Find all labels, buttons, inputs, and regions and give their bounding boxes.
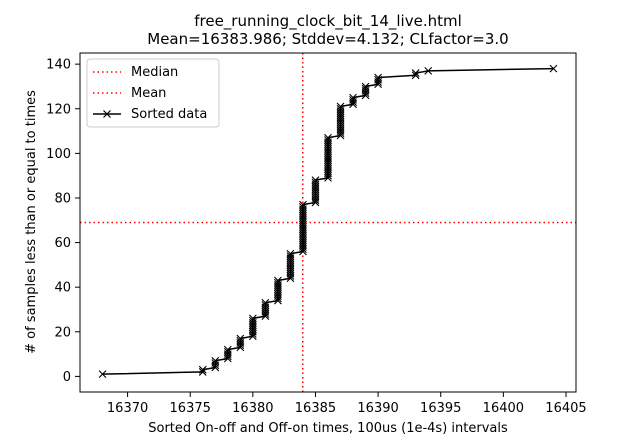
data-point [424, 66, 433, 75]
data-point [549, 64, 558, 73]
data-point [261, 298, 270, 307]
x-tick-label: 16400 [483, 401, 524, 416]
x-tick-label: 16380 [232, 401, 273, 416]
data-point [411, 69, 420, 77]
data-point [236, 336, 245, 345]
data-point [223, 347, 232, 356]
y-axis: 0 20 40 60 80 100 120 140 [46, 58, 80, 385]
data-point [236, 334, 245, 343]
data-point [198, 365, 207, 374]
x-tick-label: 16405 [545, 401, 586, 416]
data-point [299, 200, 307, 209]
y-tick-label: 40 [54, 281, 71, 296]
data-point [349, 95, 357, 104]
data-point [211, 356, 220, 365]
plot-frame [79, 52, 577, 393]
legend-mean-label: Mean [131, 86, 166, 101]
data-point [261, 301, 270, 309]
x-tick-label: 16395 [420, 401, 461, 416]
data-point [211, 359, 220, 367]
data-point [274, 278, 282, 287]
data-point [286, 252, 295, 260]
series-layer [98, 64, 558, 379]
y-tick-label: 80 [54, 191, 71, 206]
data-point [98, 370, 107, 379]
legend-sorted-data-marker [103, 110, 111, 118]
reference-lines [80, 53, 576, 392]
x-axis: 16370 16375 16380 16385 16390 16395 16400 16405 [107, 392, 587, 416]
y-tick-label: 100 [46, 147, 71, 162]
y-tick-label: 0 [63, 370, 71, 385]
data-point [223, 345, 232, 354]
chart-title: free_running_clock_bit_14_live.html [194, 12, 462, 31]
x-tick-label: 16390 [357, 401, 398, 416]
y-tick-label: 140 [46, 58, 71, 73]
x-tick-label: 16385 [295, 401, 336, 416]
y-tick-label: 60 [54, 236, 71, 251]
data-point [374, 75, 382, 84]
legend-median-label: Median [131, 65, 178, 80]
data-point [311, 178, 320, 187]
data-point [274, 276, 282, 285]
legend-box [86, 58, 220, 128]
chart-subtitle: Mean=16383.986; Stddev=4.132; CLfactor=3… [147, 30, 508, 48]
data-point [248, 316, 257, 325]
legend-sorted-data-label: Sorted data [131, 107, 207, 122]
y-axis-label: # of samples less than or equal to times [24, 90, 39, 354]
legend: Median Mean Sorted data [86, 58, 220, 128]
x-tick-label: 16375 [170, 401, 211, 416]
data-point [324, 133, 332, 142]
data-point [198, 368, 207, 376]
data-point [361, 84, 370, 93]
data-point [411, 71, 420, 80]
y-tick-label: 120 [46, 102, 71, 117]
data-point [299, 202, 307, 211]
x-tick-label: 16370 [107, 401, 148, 416]
x-axis-label: Sorted On-off and Off-on times, 100us (1… [148, 421, 508, 436]
data-point [361, 82, 370, 91]
data-point [336, 102, 345, 111]
data-point [248, 314, 257, 323]
data-point [374, 73, 382, 82]
data-point [336, 104, 345, 113]
y-tick-label: 20 [54, 325, 71, 340]
data-point [286, 249, 295, 258]
data-point [311, 176, 320, 185]
data-point [324, 136, 332, 144]
data-point [349, 93, 357, 102]
